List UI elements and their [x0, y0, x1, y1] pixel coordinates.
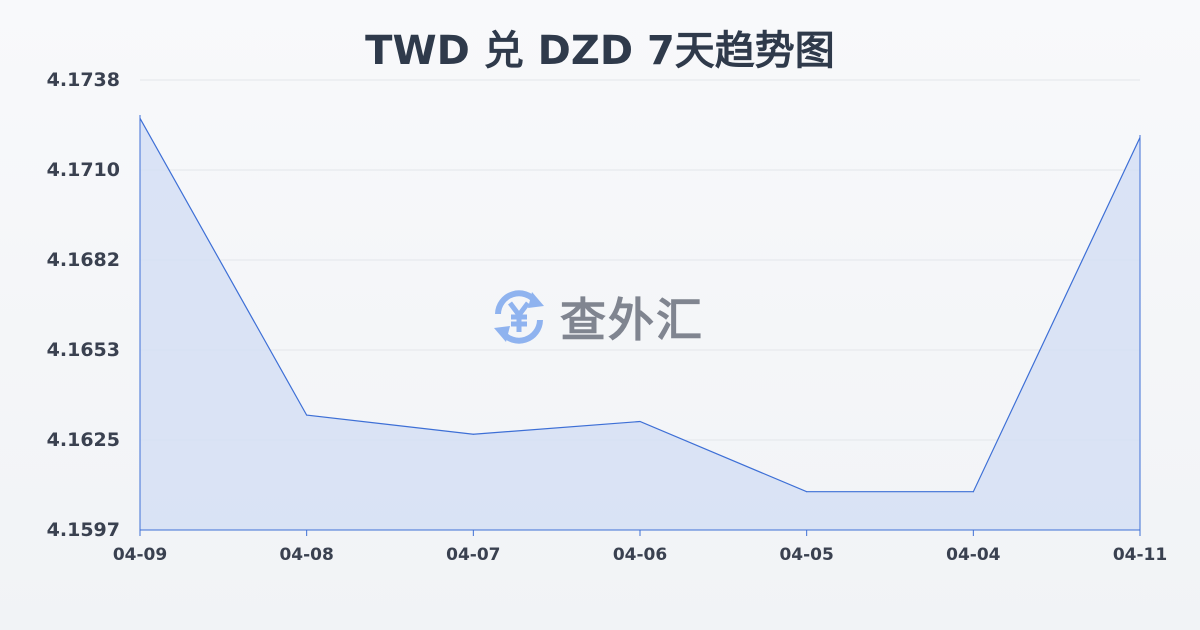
y-tick-label: 4.1625 — [47, 429, 120, 451]
data-point — [639, 420, 641, 422]
data-point — [139, 117, 141, 119]
y-tick-label: 4.1653 — [47, 339, 120, 361]
x-tick-label: 04-06 — [613, 545, 667, 565]
x-tick-label: 04-11 — [1113, 545, 1167, 565]
x-tick-label: 04-04 — [946, 545, 1001, 565]
x-tick-label: 04-09 — [113, 545, 167, 565]
x-tick-label: 04-08 — [279, 545, 333, 565]
y-tick-label: 4.1597 — [47, 519, 120, 541]
data-point — [306, 414, 308, 416]
watermark-text: 查外汇 — [560, 293, 704, 347]
data-point — [806, 491, 808, 493]
yen-exchange-icon — [494, 290, 544, 344]
data-point — [972, 491, 974, 493]
y-tick-label: 4.1682 — [47, 249, 120, 271]
chart-title: TWD 兑 DZD 7天趋势图 — [365, 28, 835, 74]
y-tick-label: 4.1710 — [47, 159, 120, 181]
y-tick-label: 4.1738 — [47, 69, 120, 91]
area-fill — [140, 118, 1140, 530]
watermark: 查外汇 — [488, 284, 704, 350]
x-tick-label: 04-07 — [446, 545, 500, 565]
x-tick-label: 04-05 — [779, 545, 833, 565]
data-point — [472, 433, 474, 435]
data-point — [1139, 136, 1141, 138]
